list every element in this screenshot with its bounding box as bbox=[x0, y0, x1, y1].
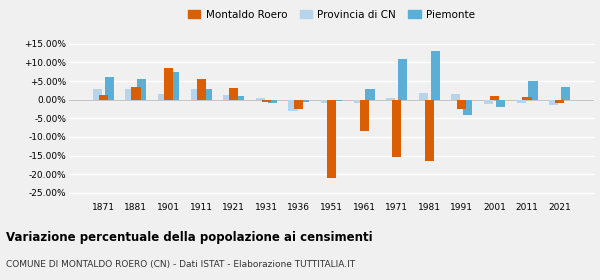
Bar bbox=[523, 97, 532, 100]
Bar bbox=[300, 100, 310, 102]
Bar bbox=[223, 95, 232, 100]
Bar bbox=[289, 100, 298, 111]
Bar bbox=[529, 81, 538, 100]
Text: Variazione percentuale della popolazione ai censimenti: Variazione percentuale della popolazione… bbox=[6, 231, 373, 244]
Bar bbox=[164, 68, 173, 100]
Bar bbox=[105, 77, 114, 100]
Bar bbox=[131, 87, 140, 100]
Bar bbox=[197, 79, 206, 100]
Bar bbox=[262, 100, 271, 102]
Bar bbox=[93, 88, 102, 100]
Bar bbox=[256, 98, 265, 100]
Bar bbox=[170, 72, 179, 100]
Text: COMUNE DI MONTALDO ROERO (CN) - Dati ISTAT - Elaborazione TUTTITALIA.IT: COMUNE DI MONTALDO ROERO (CN) - Dati IST… bbox=[6, 260, 355, 269]
Bar bbox=[268, 100, 277, 103]
Bar bbox=[365, 88, 374, 100]
Bar bbox=[191, 88, 200, 100]
Bar bbox=[295, 100, 304, 109]
Bar bbox=[359, 100, 368, 131]
Bar bbox=[561, 87, 570, 100]
Bar bbox=[386, 98, 395, 100]
Bar bbox=[419, 93, 428, 100]
Bar bbox=[517, 100, 526, 103]
Bar bbox=[125, 89, 134, 100]
Bar bbox=[549, 100, 558, 105]
Bar bbox=[333, 100, 342, 101]
Bar bbox=[457, 100, 466, 109]
Bar bbox=[353, 100, 363, 103]
Bar bbox=[490, 96, 499, 100]
Bar bbox=[451, 94, 460, 100]
Bar bbox=[484, 100, 493, 104]
Bar bbox=[158, 94, 167, 100]
Bar bbox=[235, 96, 244, 100]
Bar bbox=[496, 100, 505, 107]
Bar bbox=[398, 59, 407, 100]
Legend: Montaldo Roero, Provincia di CN, Piemonte: Montaldo Roero, Provincia di CN, Piemont… bbox=[184, 6, 479, 24]
Bar bbox=[321, 100, 330, 103]
Bar bbox=[463, 100, 472, 115]
Bar bbox=[203, 89, 212, 100]
Bar bbox=[555, 100, 564, 103]
Bar bbox=[137, 79, 146, 100]
Bar bbox=[425, 100, 434, 161]
Bar bbox=[392, 100, 401, 157]
Bar bbox=[229, 88, 238, 100]
Bar bbox=[327, 100, 336, 178]
Bar bbox=[431, 51, 440, 100]
Bar bbox=[99, 95, 108, 100]
